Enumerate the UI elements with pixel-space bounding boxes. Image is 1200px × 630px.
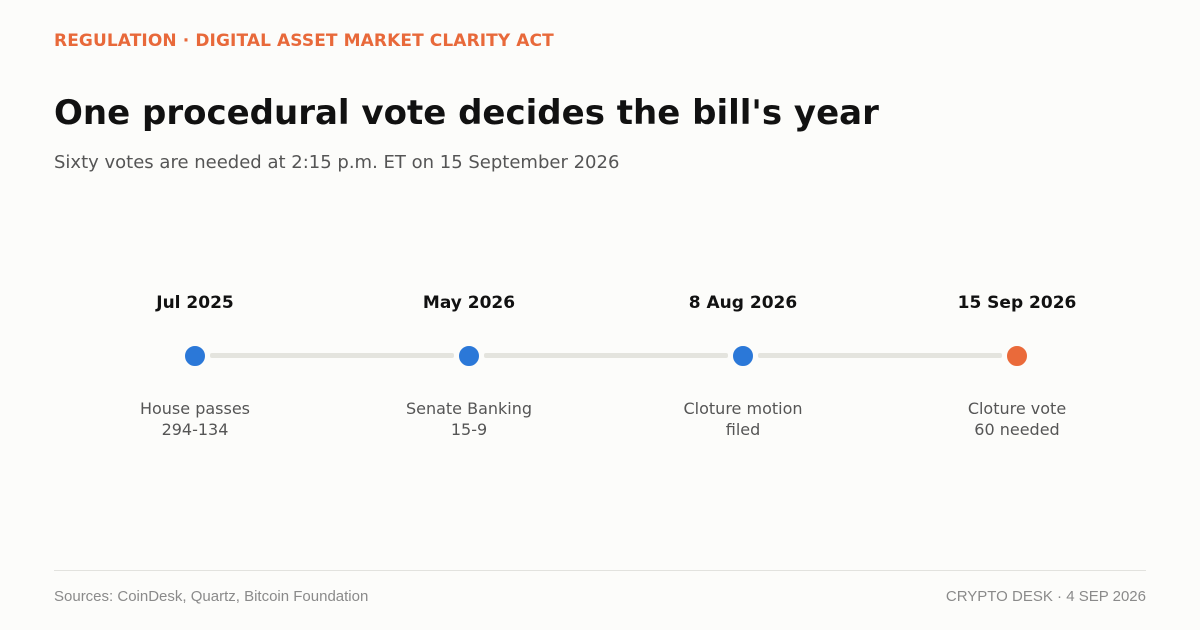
milestone-description: Cloture vote 60 needed <box>897 398 1137 440</box>
footer-divider <box>54 570 1146 571</box>
milestone-label: Cloture vote <box>967 399 1067 418</box>
milestone-dot <box>731 344 755 368</box>
page-title: One procedural vote decides the bill's y… <box>54 93 879 133</box>
subtitle: Sixty votes are needed at 2:15 p.m. ET o… <box>54 152 620 173</box>
milestone-dot <box>457 344 481 368</box>
milestone-dot <box>183 344 207 368</box>
milestone-detail: 60 needed <box>974 420 1060 439</box>
milestone-description: House passes 294-134 <box>75 398 315 440</box>
milestone-description: Senate Banking 15-9 <box>349 398 589 440</box>
milestone-label: Cloture motion <box>683 399 803 418</box>
milestone-date: May 2026 <box>422 293 516 313</box>
footer-sources: Sources: CoinDesk, Quartz, Bitcoin Found… <box>54 588 369 605</box>
milestone-detail: filed <box>725 420 761 439</box>
milestone-label: Senate Banking <box>405 399 533 418</box>
milestone-dot <box>1005 344 1029 368</box>
milestone-cloture-vote: 15 Sep 2026 Cloture vote 60 needed <box>897 0 1137 460</box>
milestone-cloture-motion: 8 Aug 2026 Cloture motion filed <box>623 0 863 460</box>
milestone-detail: 15-9 <box>450 420 488 439</box>
milestone-date: Jul 2025 <box>156 293 234 313</box>
milestone-date: 15 Sep 2026 <box>957 293 1077 313</box>
milestone-label: House passes <box>139 399 251 418</box>
timeline-connector-1 <box>210 353 454 358</box>
kicker: REGULATION · DIGITAL ASSET MARKET CLARIT… <box>54 31 554 51</box>
milestone-description: Cloture motion filed <box>623 398 863 440</box>
footer-credit: CRYPTO DESK · 4 SEP 2026 <box>945 588 1146 605</box>
timeline-connector-2 <box>484 353 728 358</box>
timeline-connector-3 <box>758 353 1002 358</box>
milestone-senate-banking: May 2026 Senate Banking 15-9 <box>349 0 589 460</box>
milestone-house-passes: Jul 2025 House passes 294-134 <box>75 0 315 460</box>
milestone-detail: 294-134 <box>161 420 229 439</box>
milestone-date: 8 Aug 2026 <box>688 293 798 313</box>
